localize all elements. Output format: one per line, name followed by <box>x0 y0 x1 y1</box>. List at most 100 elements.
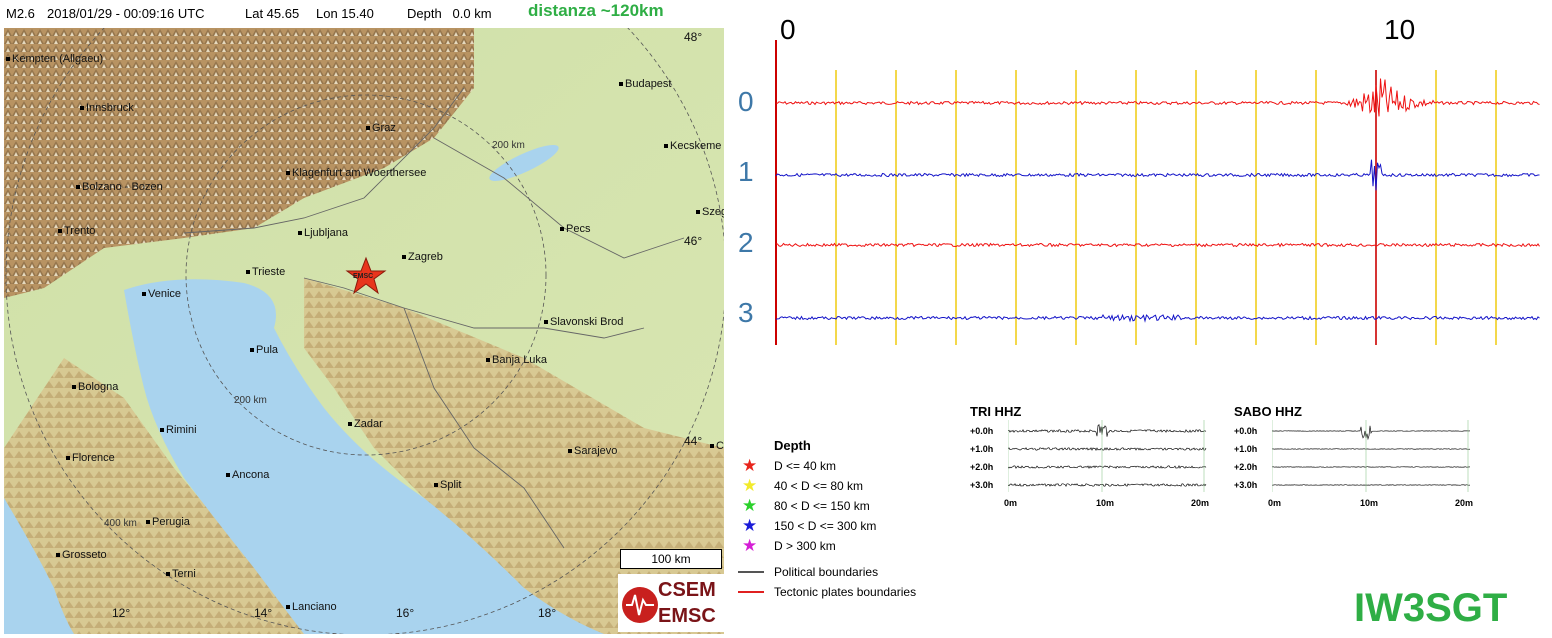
city-label: Innsbruck <box>80 102 134 114</box>
lon-label: 16° <box>396 606 415 620</box>
city-label: Slavonski Brod <box>544 316 623 328</box>
hour-label: +0.0h <box>970 426 994 436</box>
city-label: Zagreb <box>402 251 443 263</box>
tri-hhz-panel: TRI HHZ +0.0h +1.0h +2.0h +3.0h 0m 10m 2… <box>970 404 1220 514</box>
city-label: Klagenfurt am Woerthersee <box>286 167 426 179</box>
helicorder-line <box>1272 484 1471 486</box>
city-label: Pecs <box>560 223 590 235</box>
seismogram-panel: 0 10 0 1 2 3 <box>730 0 1552 360</box>
helicorder-line <box>1272 466 1471 468</box>
city-label: Rimini <box>160 424 197 436</box>
magenta-star-icon: ★ <box>742 536 758 555</box>
city-label: Zadar <box>348 418 383 430</box>
epicenter-label: EMSC <box>353 273 374 280</box>
legend-title: Depth <box>774 438 811 453</box>
city-label: Bologna <box>72 381 118 393</box>
city-label: Terni <box>166 568 196 580</box>
helicorder-line <box>1008 447 1207 451</box>
city-label: Trento <box>58 225 95 237</box>
hour-label: +3.0h <box>1234 480 1258 490</box>
time-tick: 10m <box>1096 498 1115 508</box>
city-label: Kecskeme <box>664 140 721 152</box>
time-tick: 20m <box>1455 498 1474 508</box>
tectonic-boundary-swatch <box>738 591 764 593</box>
helicorder-line <box>1008 483 1207 487</box>
helicorder-line <box>1008 464 1207 470</box>
seismic-trace <box>775 159 1540 191</box>
political-boundary-swatch <box>738 571 764 573</box>
city-label: Budapest <box>619 78 671 90</box>
trace-label: 0 <box>738 86 754 117</box>
city-label: Sarajevo <box>568 445 617 457</box>
city-label: Ljubljana <box>298 227 348 239</box>
seismogram-traces <box>775 40 1540 345</box>
ring-distance-label: 400 km <box>104 518 137 529</box>
sabo-hhz-panel: SABO HHZ +0.0h +1.0h +2.0h +3.0h 0m 10m … <box>1234 404 1484 514</box>
green-star-icon: ★ <box>742 496 758 515</box>
minute-label-start: 0 <box>780 14 796 45</box>
city-label: Szeg <box>696 206 724 218</box>
lat-label: 44° <box>684 434 703 448</box>
hour-label: +1.0h <box>970 444 994 454</box>
city-label: Venice <box>142 288 181 300</box>
city-label: Graz <box>366 122 396 134</box>
lon-label: 12° <box>112 606 131 620</box>
station-callsign: IW3SGT <box>1354 586 1508 630</box>
blue-star-icon: ★ <box>742 516 758 535</box>
city-label: Ancona <box>226 469 269 481</box>
hour-label: +1.0h <box>1234 444 1258 454</box>
time-tick: 20m <box>1191 498 1210 508</box>
trace-label: 3 <box>738 297 754 328</box>
red-star-icon: ★ <box>742 456 758 475</box>
hour-label: +0.0h <box>1234 426 1258 436</box>
city-label: C <box>710 440 724 452</box>
city-label: Lanciano <box>286 601 337 613</box>
minute-label-event: 10 <box>1384 14 1416 45</box>
ring-distance-label: 200 km <box>492 140 525 151</box>
csem-emsc-logo: CSEM EMSC <box>618 574 724 632</box>
time-tick: 0m <box>1268 498 1282 508</box>
mini-helicorder <box>1272 420 1471 492</box>
epicenter-map: Kempten (Allgaeu) Innsbruck Bolzano - Bo… <box>4 28 724 634</box>
trace-label: 2 <box>738 227 754 258</box>
ring-distance-label: 200 km <box>234 395 267 406</box>
hour-label: +2.0h <box>970 462 994 472</box>
mini-helicorder <box>1008 420 1207 492</box>
time-tick: 10m <box>1360 498 1379 508</box>
helicorder-line <box>1272 425 1471 441</box>
city-label: Grosseto <box>56 549 107 561</box>
helicorder-line <box>1272 448 1471 450</box>
event-datetime: 2018/01/29 - 00:09:16 UTC <box>47 6 205 21</box>
hour-label: +3.0h <box>970 480 994 490</box>
city-label: Trieste <box>246 266 285 278</box>
lon-label: 18° <box>538 606 557 620</box>
distance-label: distanza ~120km <box>528 1 664 20</box>
logo-emsc: EMSC <box>658 605 716 627</box>
city-label: Bolzano - Bozen <box>76 181 163 193</box>
seismic-trace <box>775 78 1540 117</box>
city-label: Florence <box>66 452 115 464</box>
logo-csem: CSEM <box>658 579 716 601</box>
helicorder-line <box>1008 423 1207 437</box>
event-depth: Depth 0.0 km <box>407 6 492 21</box>
trace-label: 1 <box>738 156 754 187</box>
city-label: Perugia <box>146 516 190 528</box>
lat-label: 48° <box>684 30 703 44</box>
magnitude: M2.6 <box>6 6 35 21</box>
map-terrain <box>4 28 724 634</box>
mini-panel-title: TRI HHZ <box>970 404 1022 419</box>
city-label: Pula <box>250 344 278 356</box>
event-lon: Lon 15.40 <box>316 6 374 21</box>
time-tick: 0m <box>1004 498 1018 508</box>
city-label: Kempten (Allgaeu) <box>6 53 103 65</box>
mini-panel-title: SABO HHZ <box>1234 404 1302 419</box>
yellow-star-icon: ★ <box>742 476 758 495</box>
seismic-trace <box>775 313 1540 323</box>
map-scale-bar: 100 km <box>620 549 722 569</box>
lon-label: 14° <box>254 606 273 620</box>
city-label: Banja Luka <box>486 354 547 366</box>
city-label: Split <box>434 479 461 491</box>
lat-label: 46° <box>684 234 703 248</box>
seismic-trace <box>775 242 1540 248</box>
hour-label: +2.0h <box>1234 462 1258 472</box>
